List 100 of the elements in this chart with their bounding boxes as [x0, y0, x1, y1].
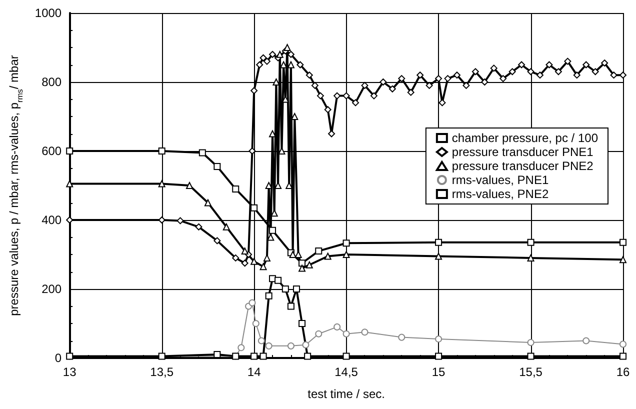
point [315, 248, 322, 255]
point [256, 61, 264, 68]
point [620, 256, 626, 264]
point [444, 75, 452, 82]
point [298, 320, 306, 327]
point [238, 344, 245, 352]
point [298, 264, 306, 272]
point [592, 68, 599, 76]
legend-label: rms-values, PNE1 [452, 173, 549, 187]
point [250, 204, 258, 212]
point [158, 180, 166, 188]
point [500, 75, 507, 82]
point [263, 254, 270, 262]
point [296, 61, 304, 68]
point [176, 217, 184, 224]
point [158, 148, 166, 154]
point [269, 50, 276, 58]
point [287, 342, 294, 350]
point [435, 336, 442, 343]
x-axis-title: test time / sec. [308, 387, 385, 401]
x-tick-label: 13 [62, 365, 77, 379]
point [620, 238, 626, 246]
point [370, 92, 378, 100]
point [435, 352, 442, 360]
point [269, 226, 276, 234]
point [241, 248, 248, 255]
point [582, 61, 590, 68]
point [527, 338, 534, 346]
y-tick-label: 600 [42, 144, 62, 158]
point [287, 302, 294, 310]
point [248, 299, 256, 306]
point [536, 72, 544, 79]
point [250, 87, 258, 94]
point [527, 238, 534, 246]
point [352, 99, 360, 106]
point [258, 337, 265, 344]
point [435, 252, 442, 260]
point [426, 82, 433, 89]
point [508, 68, 516, 76]
point [284, 44, 291, 51]
x-tick-label: 15,5 [519, 365, 543, 379]
point [214, 163, 221, 170]
x-tick-label: 15 [432, 365, 446, 379]
point [265, 292, 272, 300]
point [260, 352, 267, 360]
x-tick-label: 13,5 [150, 365, 174, 379]
point [324, 106, 332, 114]
point [292, 286, 300, 292]
point [232, 254, 240, 262]
point [342, 240, 350, 247]
point [282, 286, 289, 292]
point [252, 320, 260, 327]
x-tick-label: 14 [247, 365, 262, 379]
point [324, 252, 332, 260]
legend-label: rms-values, PNE2 [452, 187, 549, 201]
point [342, 330, 350, 338]
point [263, 58, 270, 65]
point [334, 92, 341, 100]
point [302, 341, 310, 348]
point [260, 54, 267, 62]
point [582, 337, 590, 344]
point [222, 223, 230, 230]
point [311, 82, 318, 89]
point [564, 58, 572, 65]
point [287, 50, 294, 58]
point [546, 61, 553, 68]
point [518, 61, 526, 68]
legend-label: pressure transducer PNE2 [452, 159, 594, 173]
point [472, 68, 479, 76]
point [573, 72, 580, 79]
point [158, 352, 166, 360]
y-tick-label: 800 [42, 75, 62, 89]
point [361, 82, 368, 89]
point [241, 260, 248, 267]
point [250, 352, 258, 360]
point [416, 72, 424, 79]
point [527, 68, 534, 76]
point [267, 234, 274, 241]
point [260, 263, 267, 270]
point [316, 92, 324, 100]
point [453, 72, 460, 79]
point [620, 72, 626, 79]
point [214, 237, 221, 244]
legend-label: pressure transducer PNE1 [452, 145, 594, 159]
x-tick-label: 14,5 [334, 365, 358, 379]
point [527, 352, 534, 360]
point [334, 323, 341, 330]
point [306, 72, 313, 79]
point [198, 149, 206, 156]
point [388, 85, 396, 92]
point [66, 216, 74, 224]
point [620, 352, 626, 360]
point [490, 64, 498, 72]
point [306, 261, 313, 268]
point [66, 148, 74, 154]
point [620, 340, 626, 348]
point [274, 276, 282, 284]
point [398, 75, 406, 82]
point [328, 130, 336, 138]
y-tick-label: 200 [42, 282, 62, 296]
